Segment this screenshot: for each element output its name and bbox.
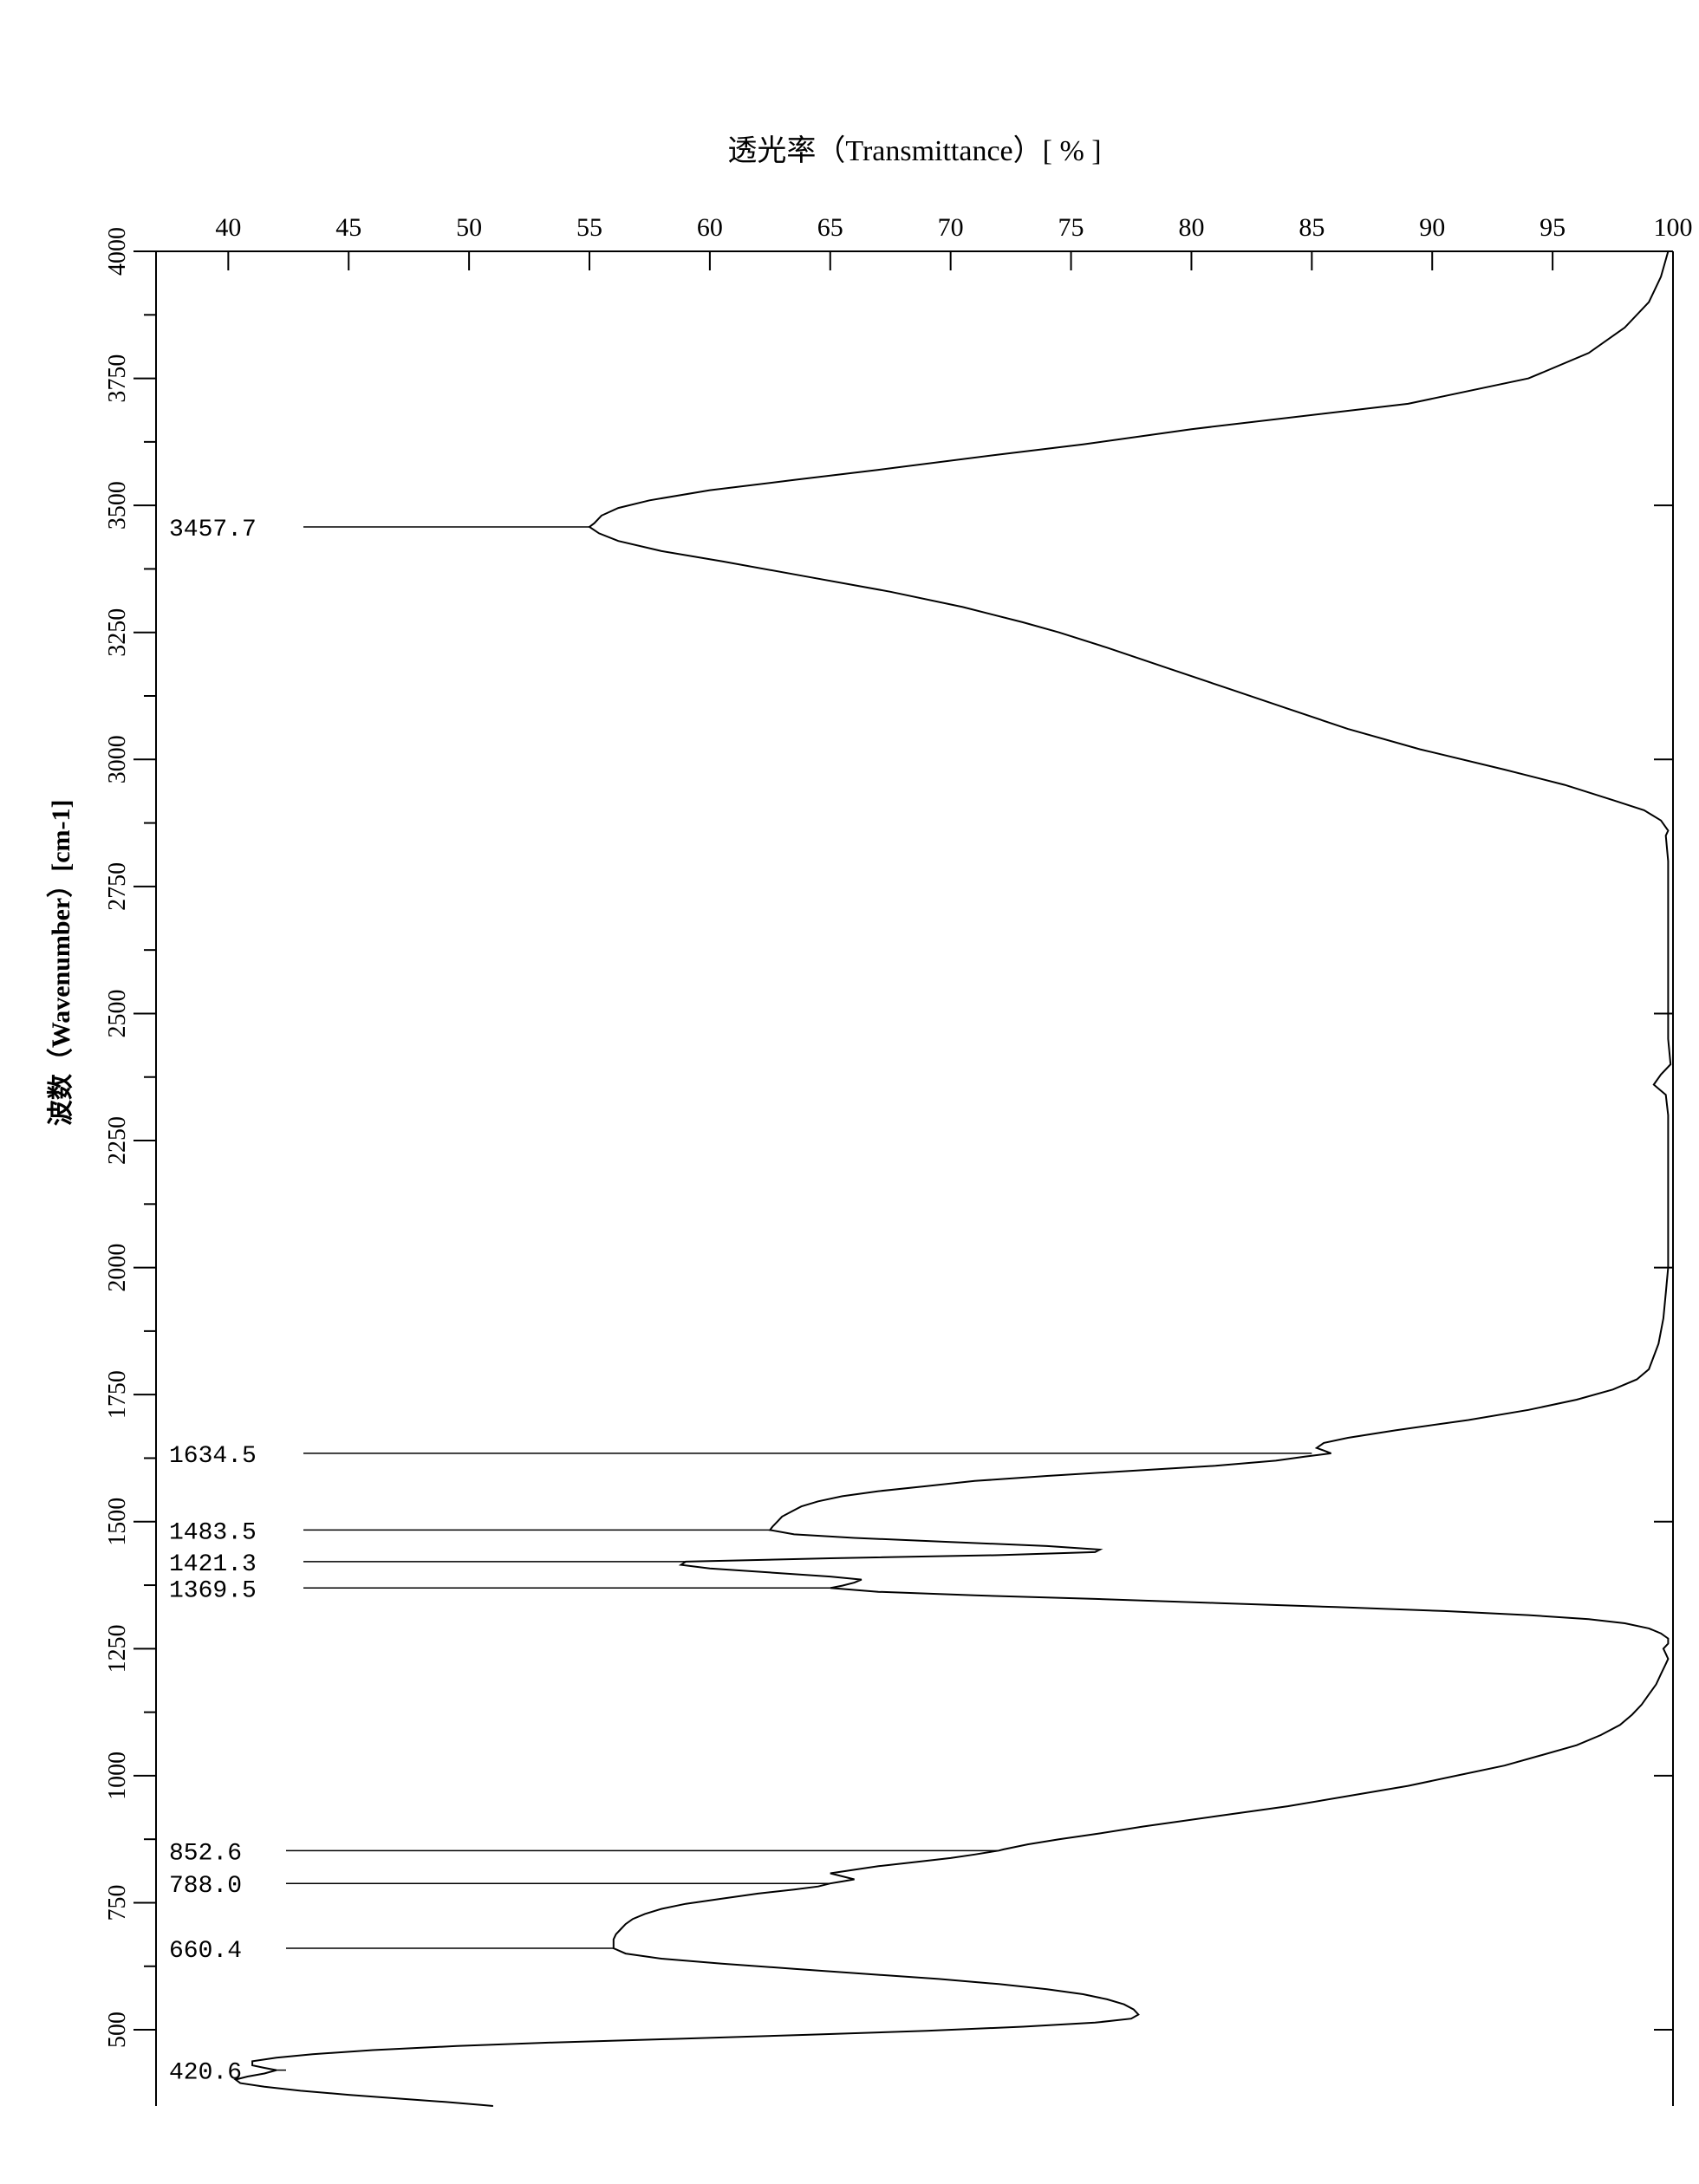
- y-tick-label: 4000: [104, 227, 131, 276]
- peak-label: 788.0: [169, 1873, 242, 1900]
- x-tick-label: 45: [335, 213, 361, 242]
- y-tick-label: 3500: [104, 481, 131, 530]
- x-tick-label: 75: [1058, 213, 1084, 242]
- y-tick-label: 3000: [104, 735, 131, 783]
- y-tick-label: 2250: [104, 1116, 131, 1165]
- chart-title: 透光率（Transmittance）[ % ]: [727, 134, 1101, 167]
- x-tick-label: 95: [1540, 213, 1566, 242]
- x-tick-label: 90: [1419, 213, 1445, 242]
- y-tick-label: 1250: [104, 1624, 131, 1673]
- y-tick-label: 1000: [104, 1752, 131, 1800]
- peak-label: 1483.5: [169, 1519, 257, 1546]
- peak-label: 1369.5: [169, 1577, 257, 1604]
- x-tick-label: 70: [938, 213, 964, 242]
- x-tick-label: 50: [456, 213, 482, 242]
- spectrum-line: [236, 251, 1671, 2106]
- x-tick-label: 40: [215, 213, 241, 242]
- y-tick-label: 500: [104, 2012, 131, 2048]
- x-tick-label: 85: [1299, 213, 1325, 242]
- peak-label: 3457.7: [169, 517, 257, 543]
- x-tick-label: 60: [697, 213, 723, 242]
- y-tick-label: 750: [104, 1884, 131, 1921]
- chart-svg: 透光率（Transmittance）[ % ] 40 45 50 55 60 65 70 75 8…: [0, 0, 1699, 2184]
- peak-label: 660.4: [169, 1938, 242, 1965]
- x-tick-label: 55: [576, 213, 602, 242]
- peak-label: 1421.3: [169, 1551, 257, 1578]
- y-tick-label: 1500: [104, 1498, 131, 1546]
- y-tick-label: 2750: [104, 862, 131, 911]
- peak-label: 1634.5: [169, 1443, 257, 1470]
- x-tick-label: 80: [1178, 213, 1204, 242]
- y-tick-label: 2500: [104, 989, 131, 1037]
- y-tick-label: 3250: [104, 608, 131, 657]
- y-tick-label: 2000: [104, 1244, 131, 1292]
- peak-label: 852.6: [169, 1840, 242, 1867]
- x-tick-label: 100: [1654, 213, 1693, 242]
- y-tick-label: 3750: [104, 354, 131, 403]
- ir-spectrum-chart: 透光率（Transmittance）[ % ] 40 45 50 55 60 65 70 75 8…: [0, 0, 1699, 2184]
- x-tick-label: 65: [817, 213, 843, 242]
- peak-label: 420.6: [169, 2060, 242, 2087]
- y-axis-label: 波数（Wavenumber）[cm-1]: [46, 800, 75, 1127]
- y-tick-label: 1750: [104, 1370, 131, 1419]
